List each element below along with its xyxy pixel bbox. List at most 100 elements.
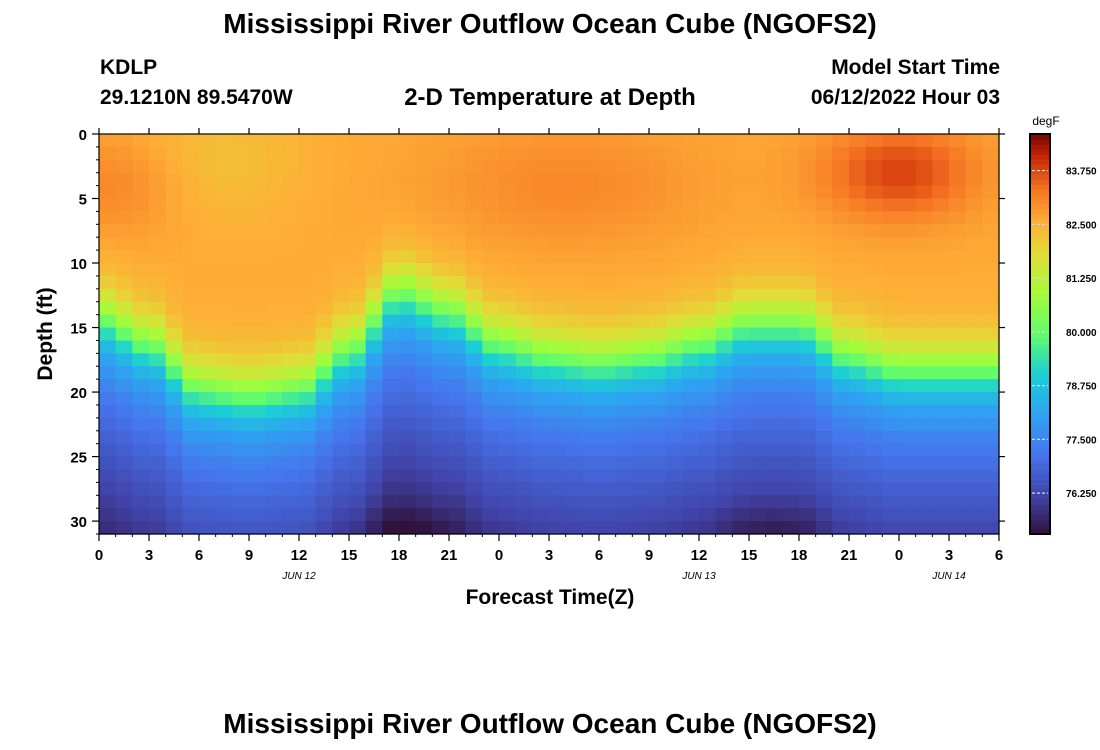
- colorbar: 76.25077.50078.75080.00081.25082.50083.7…: [1029, 133, 1097, 535]
- heatmap-cell: [265, 392, 283, 406]
- x-tick-label: 0: [895, 547, 903, 564]
- heatmap-cell: [332, 404, 350, 419]
- heatmap-cell: [515, 159, 533, 174]
- heatmap-cell: [715, 353, 733, 367]
- heatmap-cell: [849, 224, 867, 238]
- heatmap-cell: [849, 430, 867, 445]
- heatmap-cell: [482, 301, 500, 316]
- heatmap-cell: [515, 250, 533, 264]
- heatmap-cell: [632, 456, 650, 471]
- heatmap-cell: [882, 443, 900, 458]
- heatmap-cell: [632, 172, 650, 187]
- heatmap-cell: [249, 327, 267, 342]
- heatmap-cell: [232, 224, 250, 238]
- heatmap-cell: [282, 250, 300, 264]
- heatmap-cell: [965, 469, 983, 483]
- colorbar-segment: [1030, 409, 1050, 415]
- heatmap-cell: [115, 508, 133, 522]
- heatmap-cell: [265, 224, 283, 238]
- heatmap-cell: [115, 301, 133, 316]
- heatmap-cell: [965, 404, 983, 419]
- heatmap-cell: [682, 417, 700, 432]
- heatmap-cell: [682, 314, 700, 329]
- heatmap-cell: [732, 495, 750, 509]
- heatmap-cell: [415, 275, 433, 290]
- heatmap-cell: [649, 456, 667, 471]
- heatmap-cell: [232, 495, 250, 509]
- heatmap-cell: [649, 482, 667, 496]
- heatmap-cell: [99, 288, 117, 303]
- heatmap-cell: [232, 521, 250, 535]
- heatmap-cell: [499, 508, 517, 522]
- heatmap-cell: [765, 508, 783, 522]
- heatmap-cell: [932, 159, 950, 174]
- heatmap-cell: [865, 172, 883, 187]
- heatmap-cell: [732, 456, 750, 471]
- heatmap-cell: [699, 340, 717, 354]
- heatmap-cell: [182, 198, 200, 213]
- heatmap-cell: [99, 314, 117, 329]
- heatmap-cell: [965, 146, 983, 161]
- heatmap-cell: [515, 263, 533, 277]
- heatmap-cell: [815, 482, 833, 496]
- heatmap-cell: [249, 185, 267, 200]
- heatmap-cell: [649, 443, 667, 458]
- heatmap-cell: [365, 430, 383, 445]
- colorbar-segment: [1030, 294, 1050, 300]
- heatmap-cell: [782, 456, 800, 471]
- heatmap-cell: [165, 263, 183, 277]
- heatmap-cell: [732, 443, 750, 458]
- heatmap-cell: [499, 417, 517, 432]
- heatmap-cell: [732, 379, 750, 393]
- heatmap-cell: [432, 134, 450, 148]
- heatmap-cell: [99, 508, 117, 522]
- heatmap-cell: [515, 392, 533, 406]
- heatmap-cell: [699, 392, 717, 406]
- heatmap-cell: [232, 366, 250, 380]
- heatmap-cell: [632, 211, 650, 225]
- heatmap-cell: [582, 417, 600, 432]
- heatmap-cell: [915, 185, 933, 200]
- heatmap-cell: [615, 211, 633, 225]
- heatmap-cell: [599, 366, 617, 380]
- heatmap-cell: [682, 521, 700, 535]
- heatmap-cell: [365, 134, 383, 148]
- heatmap-cell: [815, 224, 833, 238]
- heatmap-cell: [199, 443, 217, 458]
- heatmap-cell: [432, 443, 450, 458]
- heatmap-cell: [849, 314, 867, 329]
- heatmap-cell: [349, 134, 367, 148]
- heatmap-cell: [332, 263, 350, 277]
- heatmap-cell: [949, 430, 967, 445]
- heatmap-cell: [632, 250, 650, 264]
- heatmap-cell: [949, 172, 967, 187]
- heatmap-cell: [315, 495, 333, 509]
- heatmap-cell: [799, 159, 817, 174]
- x-axis-label: Forecast Time(Z): [466, 586, 635, 609]
- heatmap-cell: [915, 146, 933, 161]
- heatmap-cell: [849, 288, 867, 303]
- heatmap-cell: [515, 211, 533, 225]
- heatmap-cell: [515, 327, 533, 342]
- colorbar-segment: [1030, 379, 1050, 385]
- heatmap-cell: [499, 353, 517, 367]
- heatmap-cell: [799, 353, 817, 367]
- heatmap-cell: [299, 146, 317, 161]
- heatmap-cell: [765, 456, 783, 471]
- heatmap-cell: [849, 366, 867, 380]
- heatmap-cell: [949, 353, 967, 367]
- heatmap-cell: [832, 198, 850, 213]
- heatmap-cell: [165, 288, 183, 303]
- heatmap-cell: [965, 417, 983, 432]
- heatmap-cell: [982, 443, 1000, 458]
- heatmap-cell: [165, 379, 183, 393]
- heatmap-cell: [199, 482, 217, 496]
- heatmap-cell: [449, 366, 467, 380]
- heatmap-cell: [549, 185, 567, 200]
- heatmap-cell: [499, 275, 517, 290]
- x-tick-label: 3: [545, 547, 553, 564]
- heatmap-cell: [649, 237, 667, 251]
- heatmap-cell: [865, 443, 883, 458]
- heatmap-cell: [432, 301, 450, 316]
- heatmap-cell: [699, 430, 717, 445]
